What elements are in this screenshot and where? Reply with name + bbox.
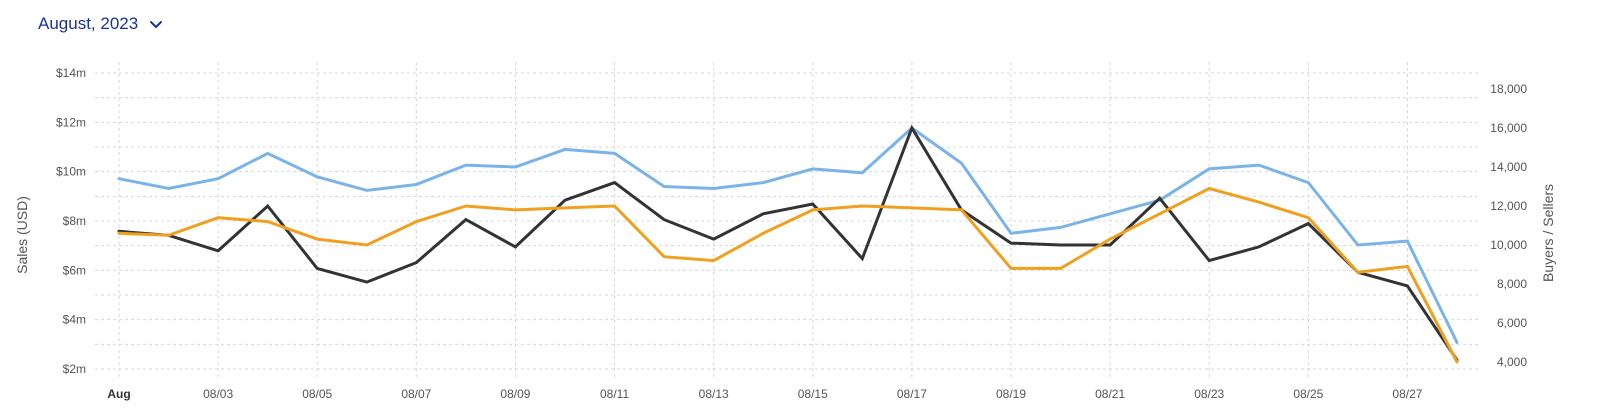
x-axis-tick-label: 08/05 <box>302 387 332 401</box>
left-axis-title: Sales (USD) <box>14 196 30 274</box>
series-line-2 <box>117 124 1459 362</box>
left-axis-ticks: $2m $4m $6m $8m $10m $12m $14m <box>56 66 86 376</box>
chevron-down-icon <box>150 21 163 28</box>
series-line-1 <box>117 126 1459 344</box>
month-selector[interactable]: August, 2023 <box>38 14 164 34</box>
x-axis-tick-label: 08/11 <box>600 387 629 401</box>
x-axis-ticks: Aug 08/03 08/05 08/07 08/09 08/11 08/13 08/15 08… <box>107 387 1422 401</box>
x-grid-lines <box>118 62 1408 380</box>
left-axis-tick-label: $10m <box>56 165 86 179</box>
x-axis-tick-label: 08/27 <box>1392 387 1422 401</box>
x-axis-tick-label: 08/25 <box>1293 387 1323 401</box>
x-axis-tick-label: 08/03 <box>203 387 233 401</box>
right-axis-tick-label: 4,000 <box>1497 355 1527 369</box>
left-axis-tick-label: $2m <box>63 362 86 376</box>
x-axis-tick-label: 08/09 <box>500 387 530 401</box>
right-axis-tick-label: 18,000 <box>1490 82 1527 96</box>
x-axis-tick-label: 08/13 <box>699 387 729 401</box>
left-axis-tick-label: $4m <box>63 313 86 327</box>
series-lines <box>117 124 1459 364</box>
right-axis-title: Buyers / Sellers <box>1540 184 1556 282</box>
right-axis-tick-label: 16,000 <box>1490 121 1527 135</box>
x-axis-tick-label: 08/15 <box>798 387 828 401</box>
x-axis-tick-label: 08/21 <box>1095 387 1125 401</box>
right-axis-ticks: 4,000 6,000 8,000 10,000 12,000 14,000 16,000 1… <box>1490 82 1527 369</box>
left-axis-tick-label: $8m <box>63 214 86 228</box>
left-axis-tick-label: $14m <box>56 66 86 80</box>
left-axis-tick-label: $12m <box>56 115 86 129</box>
right-axis-tick-label: 6,000 <box>1497 316 1527 330</box>
left-axis-tick-label: $6m <box>63 263 86 277</box>
x-axis-tick-label: 08/19 <box>996 387 1026 401</box>
x-axis-tick-label: 08/23 <box>1194 387 1224 401</box>
right-axis-tick-label: 8,000 <box>1497 277 1527 291</box>
x-axis-tick-label: 08/17 <box>897 387 927 401</box>
y-grid-lines <box>95 72 1480 370</box>
right-axis-tick-label: 14,000 <box>1490 160 1527 174</box>
series-line-3 <box>117 186 1459 364</box>
x-axis-tick-label: 08/07 <box>401 387 431 401</box>
month-label: August, 2023 <box>38 14 139 33</box>
x-axis-tick-label: Aug <box>107 387 130 401</box>
right-axis-tick-label: 10,000 <box>1490 238 1527 252</box>
right-axis-tick-label: 12,000 <box>1490 199 1527 213</box>
